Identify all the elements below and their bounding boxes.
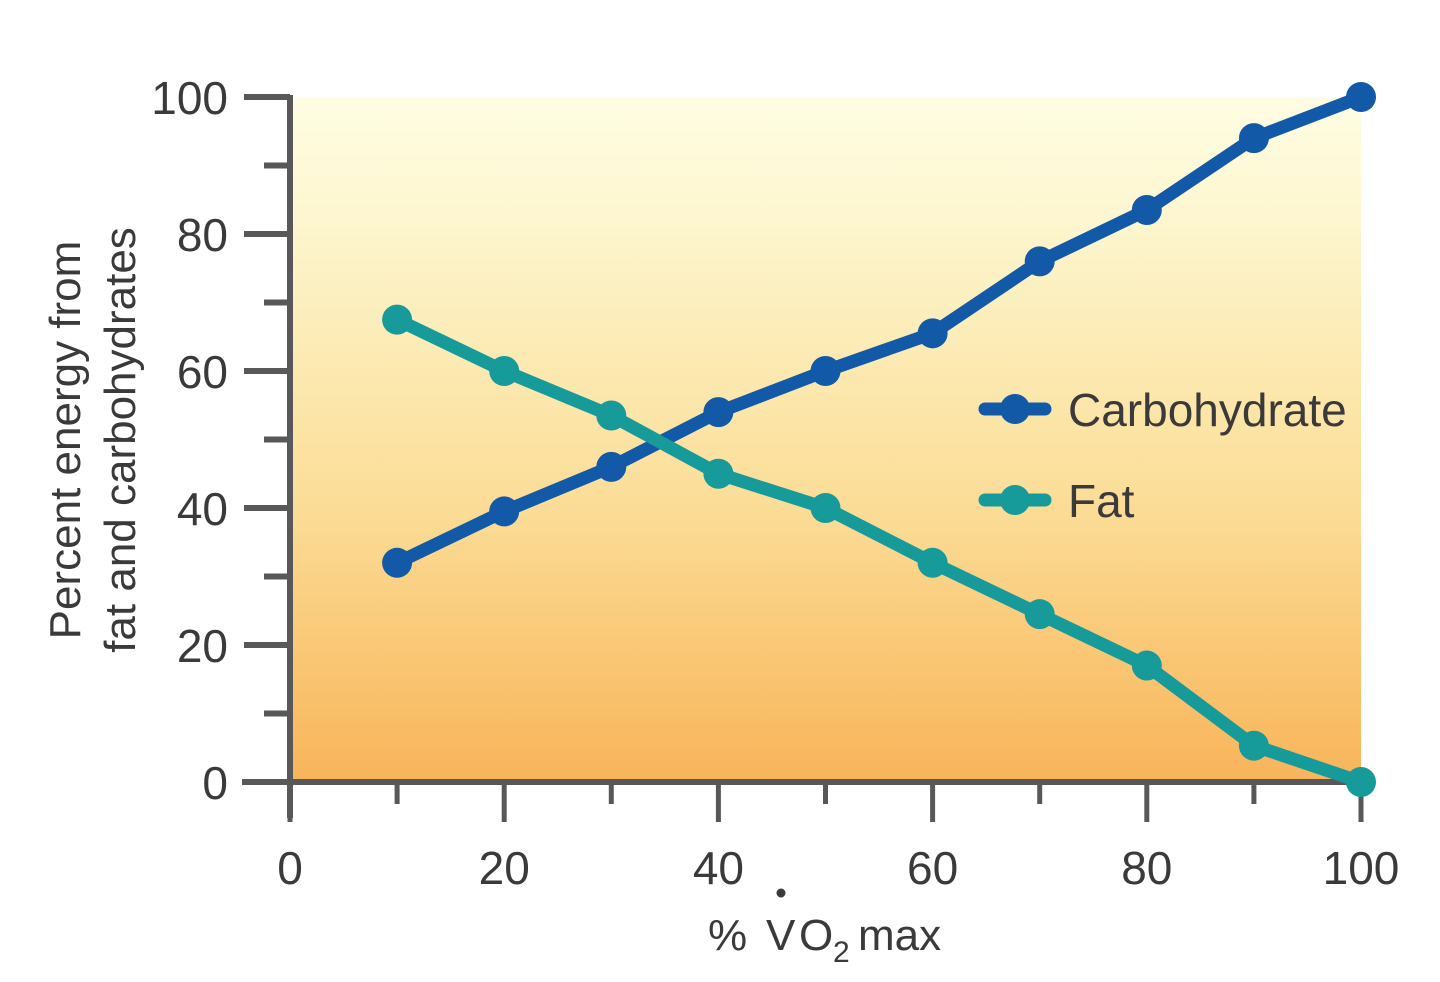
x-axis-title-o: O bbox=[799, 911, 833, 960]
x-axis-title: % V O 2 max bbox=[708, 888, 941, 969]
legend-item-label: Fat bbox=[1068, 475, 1135, 527]
data-point bbox=[1024, 246, 1055, 277]
data-point bbox=[810, 493, 841, 523]
data-point bbox=[1131, 650, 1162, 681]
data-point bbox=[1238, 123, 1269, 154]
data-point bbox=[703, 458, 734, 489]
data-point bbox=[1024, 599, 1055, 630]
x-axis-title-max: max bbox=[858, 911, 941, 960]
series-carbohydrate bbox=[382, 82, 1376, 578]
series-line bbox=[390, 90, 1368, 570]
data-point bbox=[1131, 195, 1162, 226]
x-axis-title-subscript: 2 bbox=[833, 936, 850, 969]
y-axis-title-line2: fat and carbohydrates bbox=[96, 227, 145, 653]
data-point bbox=[1346, 767, 1376, 797]
x-axis-title-v: V bbox=[766, 911, 796, 960]
y-tick-label: 80 bbox=[177, 209, 228, 261]
series-line bbox=[390, 313, 1368, 789]
series-fat bbox=[382, 304, 1376, 797]
x-tick-label: 80 bbox=[1121, 842, 1172, 894]
data-point bbox=[489, 496, 520, 527]
legend-marker-icon bbox=[1000, 485, 1030, 515]
data-point bbox=[1238, 730, 1269, 761]
y-axis-title: Percent energy from fat and carbohydrate… bbox=[41, 227, 145, 653]
data-point bbox=[596, 451, 627, 482]
data-point bbox=[917, 318, 948, 349]
data-point bbox=[810, 356, 841, 386]
data-series-group bbox=[382, 82, 1376, 797]
y-tick-label: 100 bbox=[151, 72, 228, 124]
data-point bbox=[489, 356, 520, 386]
chart-legend: Carbohydrate Fat bbox=[978, 384, 1347, 527]
legend-item-label: Carbohydrate bbox=[1068, 384, 1347, 436]
y-tick-label: 0 bbox=[202, 757, 228, 809]
legend-item-fat[interactable]: Fat bbox=[978, 475, 1135, 527]
data-point bbox=[1346, 82, 1376, 112]
y-tick-label: 20 bbox=[177, 620, 228, 672]
x-tick-label: 20 bbox=[479, 842, 530, 894]
y-tick-label: 60 bbox=[177, 346, 228, 398]
legend-item-carbohydrate[interactable]: Carbohydrate bbox=[978, 384, 1347, 436]
data-point bbox=[703, 397, 734, 428]
plot-area-background bbox=[290, 97, 1361, 782]
x-tick-label: 0 bbox=[277, 842, 303, 894]
x-tick-label: 100 bbox=[1323, 842, 1400, 894]
v-dot-overdot-icon bbox=[776, 888, 786, 898]
y-axis: 0 20 40 60 80 100 bbox=[151, 72, 293, 818]
x-tick-label: 40 bbox=[693, 842, 744, 894]
legend-marker-icon bbox=[1000, 394, 1030, 424]
y-axis-title-line1: Percent energy from bbox=[41, 241, 90, 640]
y-tick-label: 40 bbox=[177, 483, 228, 535]
data-point bbox=[917, 547, 948, 578]
x-tick-label: 60 bbox=[907, 842, 958, 894]
data-point bbox=[382, 547, 413, 578]
x-axis-title-percent: % bbox=[708, 911, 747, 960]
data-point bbox=[596, 400, 627, 431]
x-axis: 0 20 40 60 80 100 bbox=[242, 779, 1400, 894]
data-point bbox=[382, 304, 413, 335]
